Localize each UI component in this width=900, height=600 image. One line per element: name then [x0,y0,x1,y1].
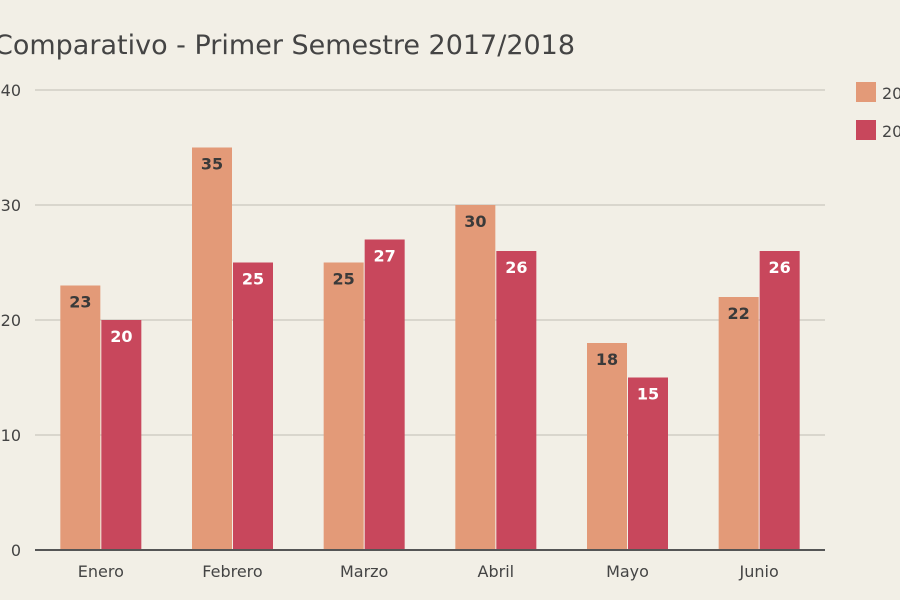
data-label: 30 [464,212,486,231]
legend-label-1: 20 [882,84,900,103]
data-label: 26 [769,258,791,277]
bar-enero-series-2 [101,320,142,550]
data-label: 35 [201,155,223,174]
data-label: 25 [242,270,264,289]
x-tick-label: Febrero [202,562,262,581]
x-tick-label: Marzo [340,562,388,581]
x-tick-label: Abril [478,562,515,581]
bar-marzo-series-2 [364,239,405,550]
bar-mayo-series-2 [628,377,668,550]
data-label: 27 [374,247,396,266]
x-tick-label: Junio [739,562,779,581]
bar-junio-series-2 [759,251,800,550]
data-label: 26 [505,258,527,277]
chart-title: Comparativo - Primer Semestre 2017/2018 [0,30,575,61]
bar-febrero-series-1 [192,147,232,550]
data-labels: 23 20 35 25 25 27 30 26 18 15 22 26 [69,155,791,404]
bar-junio-series-1 [718,297,759,550]
legend-swatch-1 [856,82,876,102]
legend-label-2: 20 [882,122,900,141]
data-label: 22 [728,304,750,323]
data-label: 18 [596,350,618,369]
bar-abril-series-1 [455,205,496,550]
bars [60,147,800,550]
bar-marzo-series-1 [323,262,364,550]
x-tick-label: Enero [78,562,124,581]
y-tick-label: 30 [1,196,21,215]
legend-swatch-2 [856,120,876,140]
data-label: 15 [637,385,659,404]
y-tick-label: 10 [1,426,21,445]
bar-mayo-series-1 [587,343,627,550]
data-label: 25 [333,270,355,289]
y-tick-label: 20 [1,311,21,330]
bar-enero-series-1 [60,285,101,550]
data-label: 20 [110,327,132,346]
axes: 0 10 20 30 40 Enero Febrero Marzo Abril Mayo Junio [1,81,825,581]
bar-abril-series-2 [496,251,537,550]
y-tick-label: 40 [1,81,21,100]
data-label: 23 [69,293,91,312]
x-tick-label: Mayo [606,562,649,581]
bar-febrero-series-2 [233,262,273,550]
gridlines [35,89,825,436]
y-tick-label: 0 [11,541,21,560]
